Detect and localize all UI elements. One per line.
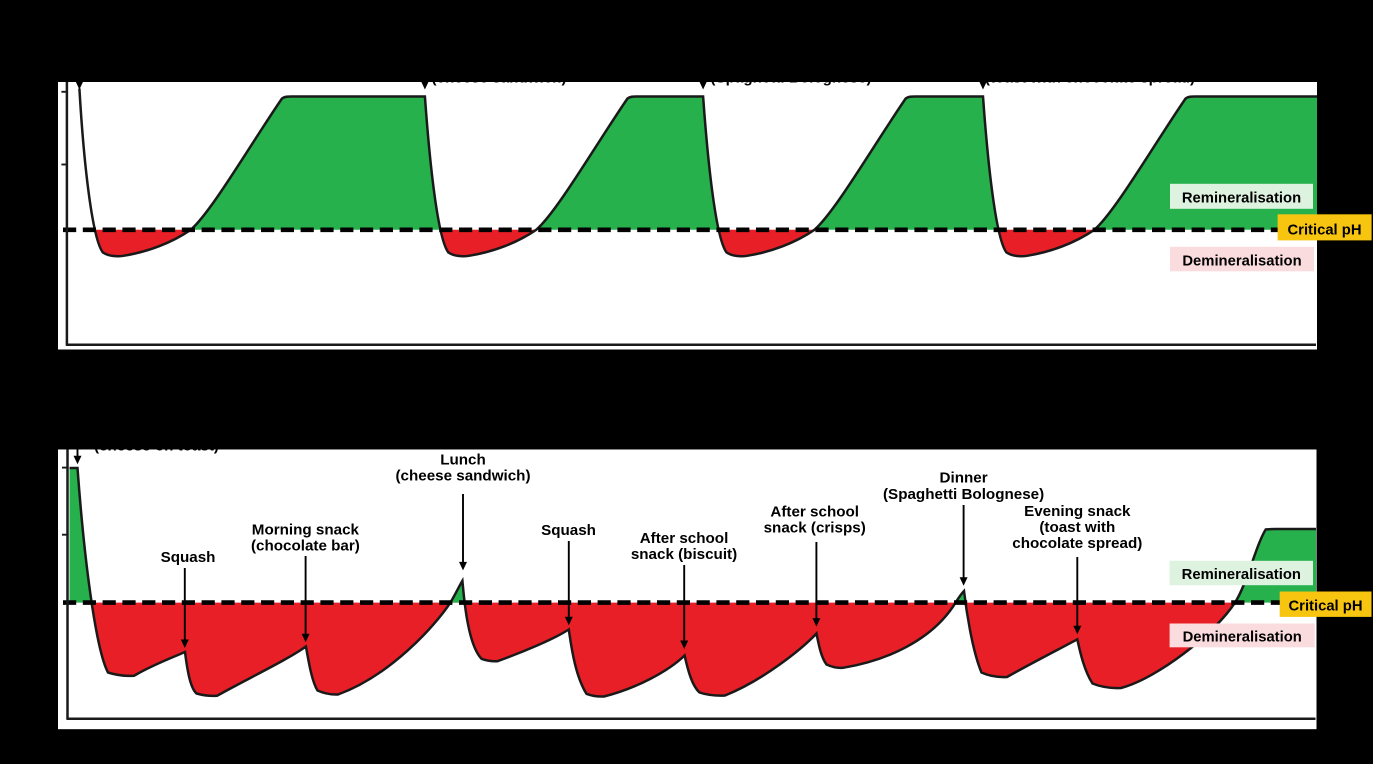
svg-text:Evening snack: Evening snack (1024, 503, 1131, 520)
svg-text:Morning snack: Morning snack (252, 522, 360, 539)
svg-text:snack (biscuit): snack (biscuit) (631, 546, 737, 563)
svg-text:(toast with: (toast with (1039, 519, 1115, 536)
svg-text:Demineralisation: Demineralisation (1183, 630, 1302, 646)
svg-text:Demineralisation: Demineralisation (1182, 253, 1301, 269)
svg-text:After school: After school (770, 504, 859, 521)
svg-text:(Spaghetti Bolognese): (Spaghetti Bolognese) (883, 486, 1044, 503)
svg-text:Critical pH: Critical pH (1288, 222, 1362, 238)
svg-text:Critical pH: Critical pH (1289, 598, 1363, 614)
svg-text:chocolate spread): chocolate spread) (1012, 535, 1142, 552)
svg-text:snack (crisps): snack (crisps) (764, 520, 866, 537)
svg-text:Squash: Squash (161, 549, 216, 566)
svg-text:Squash: Squash (541, 522, 596, 539)
svg-text:(chocolate bar): (chocolate bar) (251, 538, 360, 555)
svg-text:Lunch: Lunch (440, 452, 486, 469)
svg-text:After school: After school (640, 530, 729, 547)
svg-text:(cheese sandwich): (cheese sandwich) (395, 468, 530, 485)
svg-text:Dinner: Dinner (940, 470, 988, 487)
svg-text:Remineralisation: Remineralisation (1182, 190, 1301, 206)
svg-text:Remineralisation: Remineralisation (1182, 567, 1301, 583)
